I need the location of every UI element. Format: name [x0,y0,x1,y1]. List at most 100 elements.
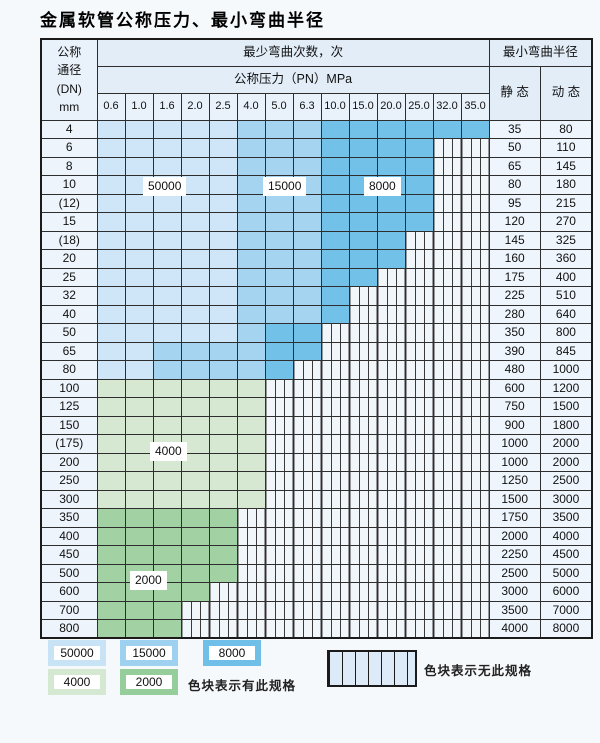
cell-cycles-8000 [320,175,350,195]
cell-no-spec [460,249,490,269]
cell-no-spec [376,600,406,620]
cell-no-spec [376,286,406,306]
dn-cell: (18) [40,230,98,250]
cell-cycles-4000 [236,471,266,491]
cell-cycles-4000 [236,489,266,509]
cell-no-spec [264,471,294,491]
cell-no-spec [460,323,490,343]
table-row: 25 175 400 [40,267,593,287]
cell-cycles-2000 [208,545,238,565]
cell-no-spec [376,526,406,546]
dynamic-radius-cell: 3000 [539,489,593,509]
dn-cell: 20 [40,249,98,269]
cell-cycles-8000 [264,341,294,361]
cell-no-spec [376,415,406,435]
cell-no-spec [404,249,434,269]
cell-cycles-4000 [180,471,210,491]
table-row: 600 3000 6000 [40,582,593,602]
table-row: 8 65 145 [40,156,593,176]
cell-no-spec [432,175,462,195]
dynamic-radius-cell: 400 [539,267,593,287]
cell-no-spec [376,267,406,287]
cell-no-spec [348,545,378,565]
dynamic-radius-cell: 215 [539,193,593,213]
cell-cycles-50000 [152,249,182,269]
cell-cycles-50000 [208,175,238,195]
table-row: 300 1500 3000 [40,489,593,509]
cell-cycles-4000 [124,452,154,472]
cell-no-spec [404,508,434,528]
cell-cycles-8000 [404,175,434,195]
cell-no-spec [320,508,350,528]
cell-cycles-50000 [152,304,182,324]
cell-no-spec [264,526,294,546]
cell-no-spec [376,489,406,509]
cell-no-spec [236,526,266,546]
cell-no-spec [404,360,434,380]
cell-no-spec [404,397,434,417]
cell-cycles-50000 [208,249,238,269]
dynamic-radius-cell: 145 [539,156,593,176]
cell-no-spec [292,545,322,565]
cell-cycles-50000 [180,119,210,139]
cell-no-spec [460,193,490,213]
cell-cycles-2000 [96,563,126,583]
cell-cycles-2000 [180,563,210,583]
cell-no-spec [460,304,490,324]
cell-cycles-15000 [236,212,266,232]
cycles-zone-label: 15000 [263,177,307,196]
cell-no-spec [404,230,434,250]
cell-no-spec [432,212,462,232]
cell-cycles-15000 [236,193,266,213]
cell-no-spec [432,156,462,176]
cell-cycles-4000 [208,489,238,509]
cell-no-spec [460,471,490,491]
cell-no-spec [404,378,434,398]
cell-cycles-4000 [124,489,154,509]
dynamic-radius-cell: 2000 [539,452,593,472]
pressure-value-header: 15.0 [348,92,378,121]
cell-no-spec [460,175,490,195]
cell-no-spec [460,600,490,620]
cell-no-spec [348,286,378,306]
cell-no-spec [348,526,378,546]
cell-cycles-2000 [208,563,238,583]
cycles-zone-label: 2000 [130,571,167,590]
cell-no-spec [236,563,266,583]
cell-no-spec [376,452,406,472]
cell-no-spec [432,563,462,583]
table-row: 125 750 1500 [40,397,593,417]
static-radius-cell: 480 [488,360,541,380]
table-row: (18) 145 325 [40,230,593,250]
cell-no-spec [292,489,322,509]
cell-cycles-50000 [96,175,126,195]
dn-cell: 100 [40,378,98,398]
dynamic-radius-cell: 2000 [539,434,593,454]
dn-cell: 500 [40,563,98,583]
cell-cycles-4000 [208,452,238,472]
cell-no-spec [432,230,462,250]
cell-no-spec [376,323,406,343]
cell-cycles-8000 [376,138,406,158]
cell-cycles-8000 [404,193,434,213]
cell-no-spec [460,545,490,565]
dynamic-radius-cell: 510 [539,286,593,306]
cell-cycles-15000 [236,230,266,250]
cell-no-spec [376,378,406,398]
legend-box-50000: 50000 [48,640,106,666]
table-row: 10 80 180 [40,175,593,195]
cell-no-spec [320,545,350,565]
table-row: 800 4000 8000 [40,619,593,639]
pressure-values-row: 0.6 1.0 1.6 2.0 2.5 4.0 5.0 6.3 10.0 15.0 20.0 25.0… [41,92,592,121]
cell-cycles-15000 [264,119,294,139]
cell-no-spec [264,434,294,454]
spec-table-wrap: 公称 通径 (DN) mm 最少弯曲次数，次 最小弯曲半径 公称压力（PN）MP… [40,38,594,639]
cell-cycles-4000 [96,397,126,417]
cell-cycles-4000 [124,397,154,417]
cell-cycles-50000 [208,138,238,158]
cell-no-spec [432,341,462,361]
pressure-value-header: 20.0 [376,92,406,121]
cell-cycles-50000 [96,212,126,232]
cell-no-spec [320,341,350,361]
cell-no-spec [432,582,462,602]
